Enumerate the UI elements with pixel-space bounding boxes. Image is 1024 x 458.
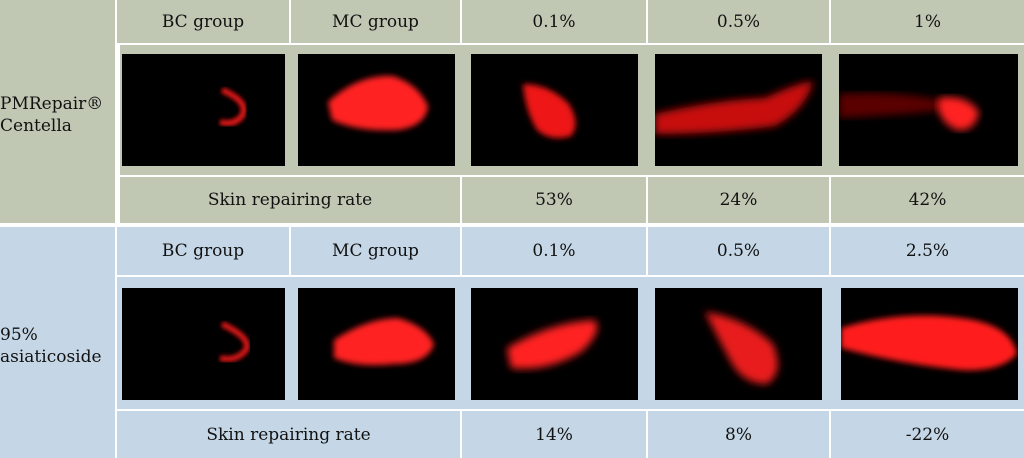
group2-label-line2: asiaticoside bbox=[0, 346, 102, 367]
group2-label-line1: 95% bbox=[0, 324, 38, 345]
g2-rate-c3: -22% bbox=[831, 411, 1024, 458]
g1-image-c1 bbox=[471, 54, 638, 166]
group1-label-line2: Centella bbox=[0, 115, 72, 136]
g1-rate-c3: 42% bbox=[831, 177, 1024, 223]
g2-image-mc bbox=[298, 288, 455, 400]
g2-header-c1: 0.1% bbox=[462, 227, 646, 275]
g2-image-c3 bbox=[841, 288, 1018, 400]
g2-header-c3: 2.5% bbox=[831, 227, 1024, 275]
g1-header-bc: BC group bbox=[117, 0, 289, 43]
group1-label-line1: PMRepair® bbox=[0, 93, 104, 114]
g1-image-c2 bbox=[655, 54, 822, 166]
g1-image-bc bbox=[122, 54, 285, 166]
g1-header-c2: 0.5% bbox=[648, 0, 829, 43]
g1-image-mc bbox=[298, 54, 455, 166]
g2-header-mc: MC group bbox=[291, 227, 460, 275]
g2-rate-c1: 14% bbox=[462, 411, 646, 458]
g2-header-c2: 0.5% bbox=[648, 227, 829, 275]
g2-header-bc: BC group bbox=[117, 227, 289, 275]
g1-header-mc: MC group bbox=[291, 0, 460, 43]
g2-image-c1 bbox=[471, 288, 638, 400]
g2-image-bc bbox=[122, 288, 285, 400]
g1-rate-c2: 24% bbox=[648, 177, 829, 223]
g1-rate-label: Skin repairing rate bbox=[117, 177, 460, 223]
g2-rate-c2: 8% bbox=[648, 411, 829, 458]
group2-label: 95% asiaticoside bbox=[0, 227, 115, 458]
group1-label: PMRepair® Centella bbox=[0, 0, 115, 223]
g1-rate-c1: 53% bbox=[462, 177, 646, 223]
g1-image-c3 bbox=[839, 54, 1018, 166]
g2-image-c2 bbox=[655, 288, 822, 400]
g2-rate-label: Skin repairing rate bbox=[117, 411, 460, 458]
g1-header-c3: 1% bbox=[831, 0, 1024, 43]
g1-header-c1: 0.1% bbox=[462, 0, 646, 43]
